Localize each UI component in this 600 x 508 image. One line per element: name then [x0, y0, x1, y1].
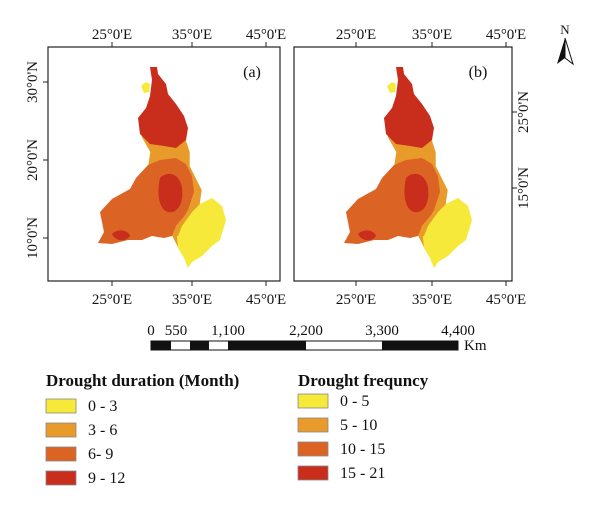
- tick-label: 45°0'E: [246, 292, 286, 308]
- legend-swatch: [45, 470, 77, 486]
- legend-swatch: [297, 441, 329, 457]
- legend-frequency: Drought frequncy 0 - 5 5 - 10 10 - 15 15…: [297, 371, 429, 482]
- scale-tick-label: 3,300: [365, 323, 399, 339]
- tick-label: 45°0'E: [486, 27, 526, 43]
- legend-label: 6- 9: [88, 446, 113, 463]
- legend-swatch: [297, 393, 329, 409]
- tick-label: 25°0'E: [336, 292, 376, 308]
- tick-label: 35°0'E: [412, 27, 452, 43]
- tick-label: 15°0'N: [516, 167, 532, 209]
- scale-tick-label: 1,100: [211, 323, 245, 339]
- scale-bar: 0 550 1,100 2,200 3,300 4,400 Km: [147, 323, 487, 354]
- legend-duration: Drought duration (Month) 0 - 3 3 - 6 6- …: [45, 371, 239, 487]
- map-panel-b: (b) 25°0'E 35°0'E 45°0'E 25°0'E 35°0'E 4…: [293, 27, 532, 308]
- tick-label: 45°0'E: [246, 27, 286, 43]
- scale-tick-label: 2,200: [289, 323, 323, 339]
- legend-label: 5 - 10: [340, 417, 377, 434]
- tick-label: 10°0'N: [25, 217, 41, 259]
- tick-label: 30°0'N: [25, 61, 41, 103]
- legend-label: 0 - 5: [340, 393, 369, 410]
- legend-swatch: [45, 422, 77, 438]
- legend-label: 3 - 6: [88, 422, 117, 439]
- legend-swatch: [45, 398, 77, 414]
- tick-label: 25°0'E: [92, 27, 132, 43]
- tick-label: 35°0'E: [412, 292, 452, 308]
- north-arrow-icon: [557, 38, 565, 64]
- north-arrow: N: [557, 22, 574, 66]
- legend-title: Drought frequncy: [298, 371, 429, 390]
- legend-label: 10 - 15: [340, 441, 385, 458]
- tick-label: 45°0'E: [486, 292, 526, 308]
- legend-label: 15 - 21: [340, 465, 385, 482]
- legend-label: 0 - 3: [88, 398, 117, 415]
- tick-label: 35°0'E: [172, 27, 212, 43]
- legend-title: Drought duration (Month): [46, 371, 239, 390]
- legend-label: 9 - 12: [88, 470, 125, 487]
- tick-label: 25°0'N: [516, 91, 532, 133]
- scale-tick-label: 4,400: [441, 323, 475, 339]
- tick-label: 25°0'E: [92, 292, 132, 308]
- scale-tick-label: 550: [165, 323, 188, 339]
- scale-tick-label: 0: [147, 323, 155, 339]
- tick-label: 25°0'E: [336, 27, 376, 43]
- north-label: N: [560, 22, 570, 37]
- scale-unit: Km: [464, 338, 487, 354]
- map-panel-a: (a) 25°0'E 35°0'E 45°0'E 25°0'E 35°0'E 4…: [25, 27, 286, 308]
- legend-swatch: [297, 465, 329, 481]
- panel-b-label: (b): [469, 64, 488, 81]
- legend-swatch: [297, 417, 329, 433]
- tick-label: 35°0'E: [172, 292, 212, 308]
- panel-a-label: (a): [243, 64, 261, 81]
- tick-label: 20°0'N: [25, 139, 41, 181]
- legend-swatch: [45, 446, 77, 462]
